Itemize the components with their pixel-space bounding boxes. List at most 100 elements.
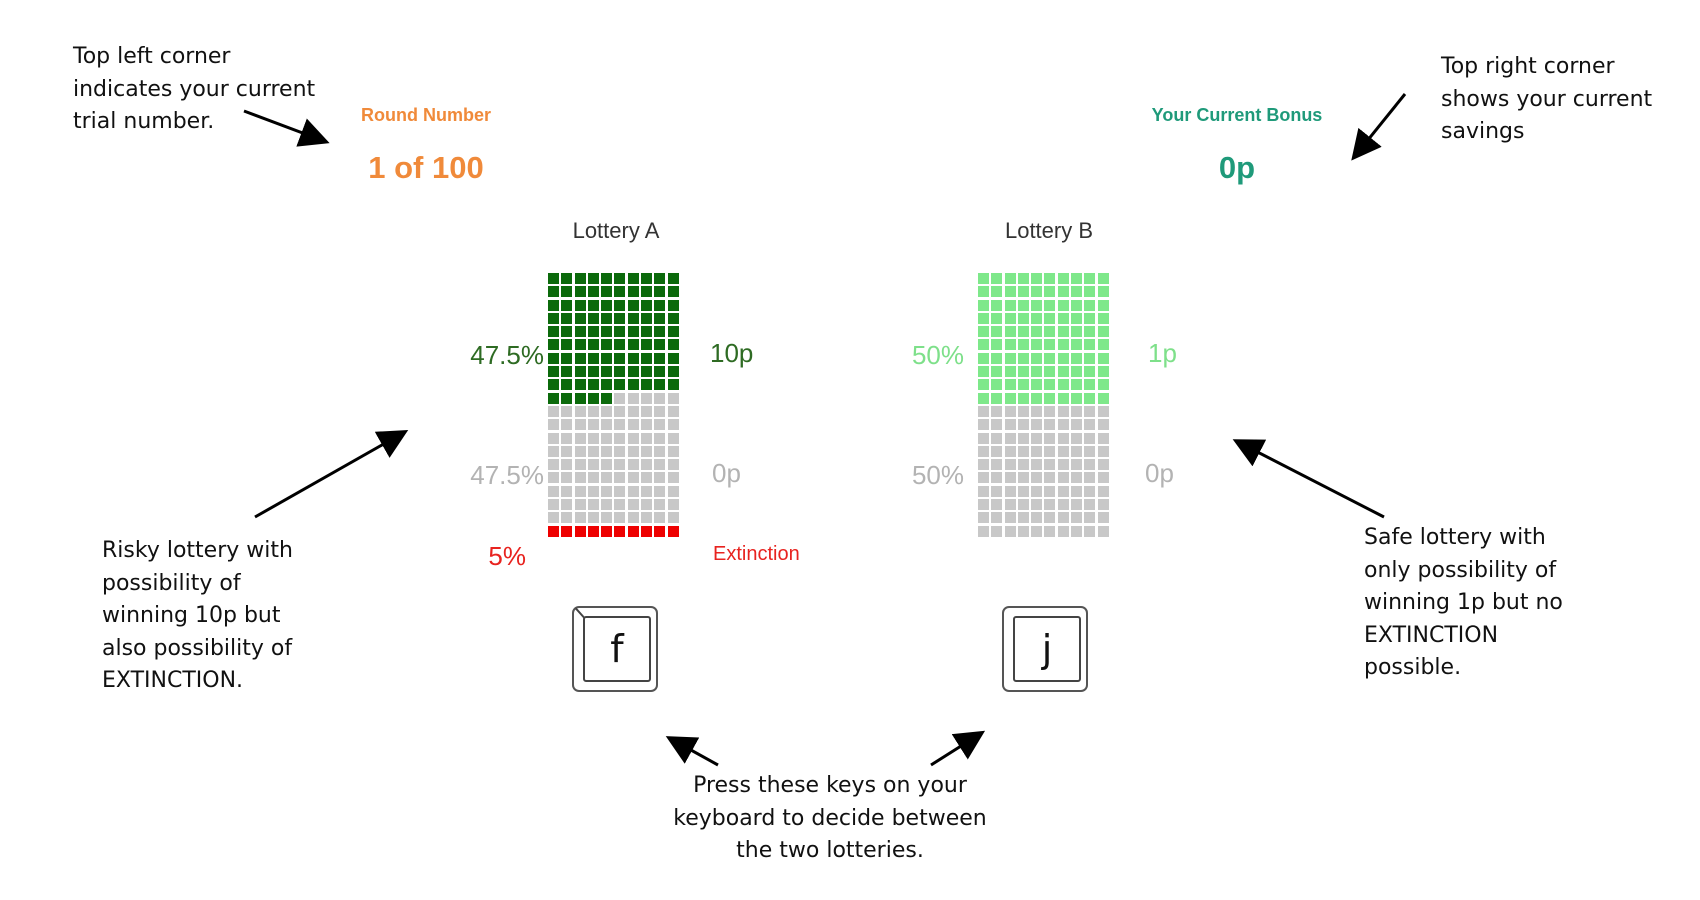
grid-cell [1071,339,1083,351]
grid-cell [1044,525,1056,537]
grid-cell [1031,366,1043,378]
grid-cell [548,299,559,311]
grid-cell [627,299,639,311]
grid-cell [1084,366,1096,378]
grid-cell [667,299,679,311]
grid-cell [1097,326,1109,338]
grid-cell [1004,445,1016,457]
grid-cell [548,485,559,497]
grid-cell [1044,445,1056,457]
grid-cell [654,432,666,444]
grid-cell [978,432,989,444]
grid-cell [1031,273,1043,284]
grid-cell [1071,512,1083,524]
grid-cell [574,499,586,511]
grid-cell [991,339,1003,351]
grid-cell [667,472,679,484]
grid-cell [667,499,679,511]
current-bonus-label: Your Current Bonus [1151,105,1323,125]
grid-cell [1097,485,1109,497]
grid-cell [978,419,989,431]
grid-cell [1017,459,1029,471]
grid-cell [601,499,613,511]
grid-cell [601,392,613,404]
annotation-safe: Safe lottery with only possibility of wi… [1364,525,1563,680]
grid-cell [1031,472,1043,484]
grid-cell [978,273,989,284]
grid-cell [587,379,599,391]
grid-cell [601,299,613,311]
grid-cell [978,366,989,378]
grid-cell [978,286,989,298]
grid-cell [1071,525,1083,537]
grid-cell [1071,312,1083,324]
grid-cell [601,352,613,364]
key-j-button[interactable]: j [1002,606,1088,692]
grid-cell [1044,286,1056,298]
grid-cell [991,312,1003,324]
grid-cell [641,525,653,537]
grid-cell [1097,352,1109,364]
grid-cell [667,392,679,404]
grid-cell [574,379,586,391]
grid-cell [1097,379,1109,391]
grid-cell [1097,339,1109,351]
grid-cell [601,326,613,338]
grid-cell [991,379,1003,391]
grid-cell [601,445,613,457]
grid-cell [1057,472,1069,484]
grid-cell [1071,286,1083,298]
grid-cell [1031,525,1043,537]
grid-cell [614,445,626,457]
key-f-button[interactable]: f [572,606,658,692]
grid-cell [1057,459,1069,471]
grid-cell [1071,299,1083,311]
grid-cell [1084,445,1096,457]
grid-cell [1097,299,1109,311]
grid-cell [1017,273,1029,284]
grid-cell [614,339,626,351]
grid-cell [574,312,586,324]
grid-cell [1071,273,1083,284]
grid-cell [991,326,1003,338]
grid-cell [548,326,559,338]
current-bonus-value: 0p [1218,150,1256,185]
grid-cell [991,286,1003,298]
grid-cell [654,392,666,404]
grid-cell [1084,326,1096,338]
grid-cell [1004,499,1016,511]
grid-cell [614,379,626,391]
grid-cell [561,405,573,417]
grid-cell [641,432,653,444]
grid-cell [574,512,586,524]
grid-cell [1097,512,1109,524]
grid-cell [1044,299,1056,311]
grid-cell [1004,405,1016,417]
grid-cell [1004,312,1016,324]
lottery-b-title: Lottery B [1004,218,1094,243]
lottery-a-extinction-payoff: Extinction [713,543,800,565]
grid-cell [627,326,639,338]
grid-cell [561,512,573,524]
grid-cell [641,459,653,471]
grid-cell [1071,326,1083,338]
grid-cell [641,352,653,364]
grid-cell [574,286,586,298]
grid-cell [1017,485,1029,497]
grid-cell [991,472,1003,484]
grid-cell [1097,472,1109,484]
grid-cell [614,485,626,497]
lottery-a-extinction-probability: 5% [488,541,526,571]
grid-cell [1017,499,1029,511]
lottery-b-win-payoff: 1p [1148,338,1177,368]
grid-cell [1044,339,1056,351]
grid-cell [1057,499,1069,511]
grid-cell [1071,485,1083,497]
grid-cell [627,525,639,537]
grid-cell [1031,286,1043,298]
grid-cell [667,459,679,471]
grid-cell [641,326,653,338]
grid-cell [654,445,666,457]
grid-cell [548,312,559,324]
grid-cell [1004,339,1016,351]
